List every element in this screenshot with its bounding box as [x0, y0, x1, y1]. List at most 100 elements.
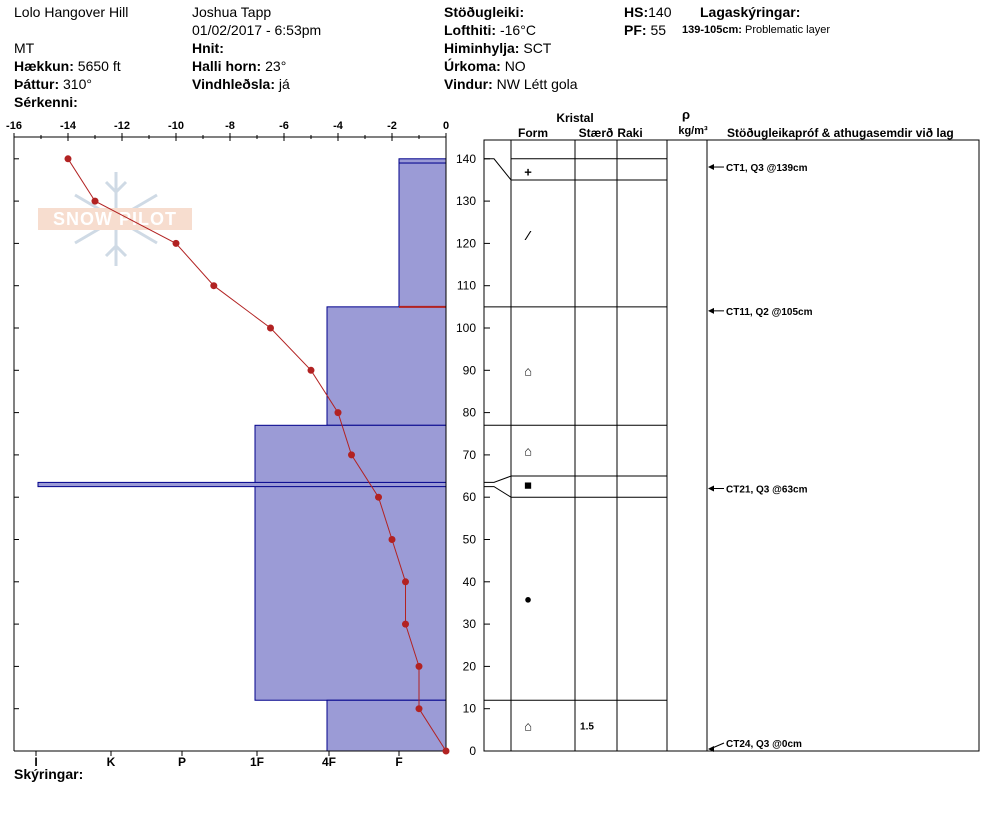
- height-tick-label: 0: [469, 744, 476, 758]
- state: MT: [14, 40, 35, 56]
- temperature-point: [402, 578, 409, 586]
- layer-notes-label: Lagaskýringar:: [700, 4, 801, 20]
- temperature-point: [91, 197, 99, 205]
- aspect-value: 310°: [63, 76, 92, 92]
- temperature-profile: [64, 155, 450, 755]
- grain-form-symbol: ⌂: [524, 719, 532, 734]
- temp-tick-label: -14: [60, 120, 77, 132]
- grain-form-symbol: +: [524, 164, 532, 179]
- sky-value: SCT: [523, 40, 552, 56]
- temp-tick-label: -6: [279, 120, 289, 132]
- chart-axes: -16 -14 -12 -10 -8 -6 -4 -2 0 0 10 20 30 40 50 60 70 80 90…: [6, 120, 490, 769]
- hs-label: HS:: [624, 4, 649, 20]
- slope-value: 23°: [265, 58, 287, 74]
- layer-note-text: Problematic layer: [745, 24, 830, 36]
- air-temp-row: Lofthiti: -16°C: [444, 22, 536, 38]
- notes-label: Skýringar:: [14, 766, 84, 782]
- temperature-point: [388, 536, 396, 543]
- temperature-point: [267, 324, 274, 332]
- moisture-header: Raki: [617, 126, 642, 140]
- grain-form-symbol: ●: [524, 592, 532, 607]
- crystal-header: Kristal: [556, 111, 593, 125]
- test-label: CT24, Q3 @0cm: [726, 739, 802, 750]
- hardness-tick-label: F: [395, 755, 402, 769]
- temperature-point: [210, 282, 218, 290]
- slope-row: Halli horn: 23°: [192, 58, 286, 74]
- features-row: Sérkenni:: [14, 94, 78, 110]
- air-temp-value: -16°C: [499, 22, 536, 38]
- temperature-point: [348, 451, 355, 459]
- precip-value: NO: [504, 58, 526, 74]
- grain-form-symbol: ⌂: [524, 363, 532, 378]
- test-label: CT11, Q2 @105cm: [726, 307, 813, 318]
- height-tick-label: 100: [456, 321, 476, 335]
- hardness-tick-label: K: [107, 755, 116, 769]
- hardness-tick-label: 1F: [250, 755, 264, 769]
- wind-row: Vindur: NW Létt gola: [444, 76, 578, 92]
- hardness-bar-0: [398, 158, 447, 164]
- watermark-text: SNOW PILOT: [53, 209, 177, 229]
- temp-tick-label: -16: [6, 120, 22, 132]
- size-header: Stærð: [579, 126, 614, 140]
- hardness-tick-label: 4F: [322, 755, 336, 769]
- temperature-point: [375, 493, 382, 501]
- temperature-point: [415, 705, 423, 713]
- height-tick-label: 140: [456, 152, 476, 166]
- layer-note: 139-105cm: Problematic layer: [682, 24, 830, 36]
- hardness-tick-label: P: [178, 755, 186, 769]
- grain-form-symbol: ■: [524, 478, 532, 493]
- wind-loading-value: já: [278, 76, 290, 92]
- slope-label: Halli horn:: [192, 58, 262, 74]
- stratigraphy-panel: + ⁄ ⌂ ⌂ ■ ● ⌂ 1.5: [483, 139, 980, 752]
- test-arrow-head: [708, 485, 714, 492]
- height-tick-label: 10: [463, 702, 477, 716]
- wind-loading-label: Vindhleðsla:: [192, 76, 275, 92]
- precip-row: Úrkoma: NO: [444, 58, 526, 74]
- stability-tests: CT1, Q3 @139cm CT11, Q2 @105cm CT21, Q3 @6…: [708, 163, 813, 752]
- temp-tick-label: -12: [114, 120, 130, 132]
- aspect-row: Þáttur: 310°: [14, 76, 92, 92]
- aspect-label: Þáttur:: [14, 76, 60, 92]
- precip-label: Úrkoma:: [444, 58, 501, 74]
- sky-label: Himinhylja:: [444, 40, 520, 56]
- hs-row: HS:140: [624, 4, 671, 20]
- rho-header: ρ: [682, 107, 690, 122]
- density-header: kg/m³: [678, 125, 708, 137]
- pf-label: PF:: [624, 22, 647, 38]
- temp-tick-label: -4: [333, 120, 344, 132]
- height-tick-label: 30: [463, 617, 477, 631]
- height-tick-label: 60: [463, 490, 477, 504]
- temperature-point: [334, 409, 342, 417]
- watermark-band: [38, 208, 192, 230]
- hardness-bar-1: [398, 162, 447, 308]
- layer-note-range: 139-105cm:: [682, 24, 742, 36]
- test-arrow-head: [708, 746, 714, 752]
- test-arrow-head: [708, 307, 714, 314]
- coords-label: Hnit:: [192, 40, 224, 56]
- hardness-tick-label: I: [34, 755, 37, 769]
- temperature-point: [415, 662, 423, 670]
- stability-label: Stöðugleiki:: [444, 4, 525, 20]
- snowpilot-watermark: SNOW PILOT: [38, 172, 192, 266]
- elevation-value: 5650 ft: [77, 58, 121, 74]
- pf-value: 55: [650, 22, 667, 38]
- wind-label: Vindur:: [444, 76, 493, 92]
- grain-form-symbol: ⁄: [524, 228, 532, 243]
- features-label: Sérkenni:: [14, 94, 78, 110]
- datetime: 01/02/2017 - 6:53pm: [192, 22, 322, 38]
- temperature-point: [172, 239, 180, 247]
- sky-row: Himinhylja: SCT: [444, 40, 551, 56]
- stability-row: Stöðugleiki:: [444, 4, 524, 20]
- tests-header: Stöðugleikapróf & athugasemdir við lag: [727, 126, 954, 140]
- height-tick-label: 80: [463, 406, 477, 420]
- height-tick-label: 70: [463, 448, 477, 462]
- wind-value: NW Létt gola: [496, 76, 578, 92]
- height-tick-label: 20: [463, 659, 477, 673]
- height-tick-label: 50: [463, 533, 477, 547]
- test-label: CT1, Q3 @139cm: [726, 163, 808, 174]
- location: Lolo Hangover Hill: [14, 4, 129, 20]
- temp-tick-label: 0: [443, 120, 449, 132]
- strat-frame: [483, 139, 980, 752]
- temperature-point: [307, 366, 315, 374]
